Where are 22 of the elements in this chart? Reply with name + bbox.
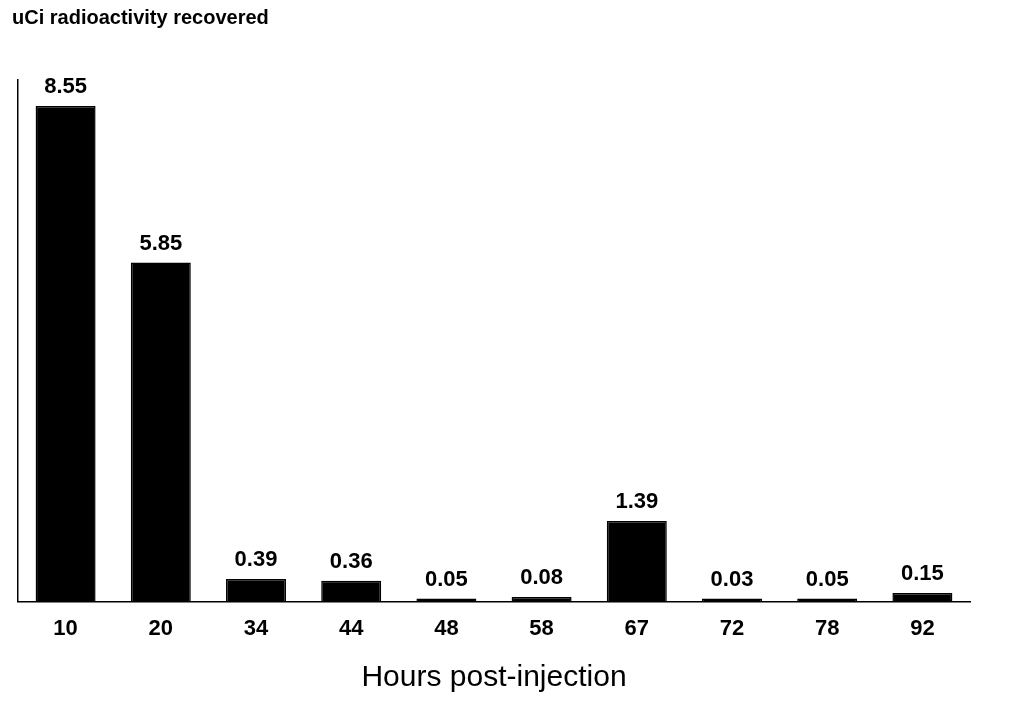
x-tick-label: 92 xyxy=(910,614,935,640)
x-tick-label: 44 xyxy=(338,614,365,640)
data-label: 5.85 xyxy=(139,229,183,255)
x-tick-label: 72 xyxy=(719,614,745,640)
x-tick-label: 10 xyxy=(53,614,78,640)
x-tick-label: 48 xyxy=(434,614,459,640)
data-label: 0.08 xyxy=(520,564,564,590)
data-label: 0.03 xyxy=(710,565,754,591)
x-axis-title: Hours post-injection xyxy=(361,659,627,693)
data-label: 0.36 xyxy=(329,547,373,573)
data-label: 8.55 xyxy=(44,73,88,99)
x-tick-label: 20 xyxy=(148,614,174,640)
data-label: 0.39 xyxy=(234,546,278,572)
x-tick-label: 58 xyxy=(529,614,554,640)
data-label: 1.39 xyxy=(615,488,659,514)
data-label: 0.15 xyxy=(900,559,944,585)
x-tick-label: 67 xyxy=(624,614,650,640)
x-tick-label: 34 xyxy=(243,614,269,640)
data-label: 0.05 xyxy=(805,565,849,591)
data-label: 0.05 xyxy=(424,565,468,591)
x-tick-label: 78 xyxy=(814,614,840,640)
y-axis-title: uCi radioactivity recovered xyxy=(12,6,269,29)
